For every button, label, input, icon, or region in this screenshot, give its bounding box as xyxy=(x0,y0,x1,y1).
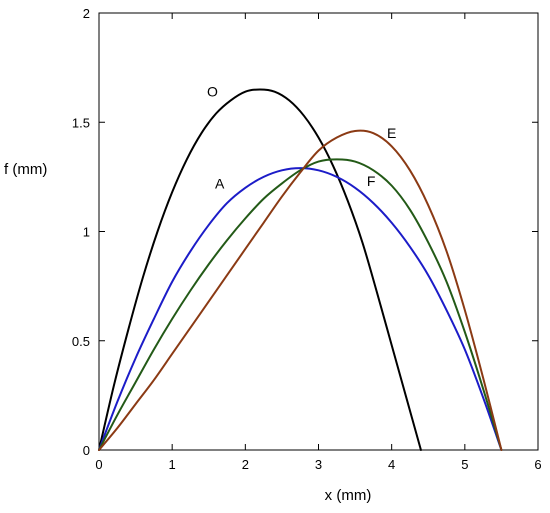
y-axis-title: f (mm) xyxy=(4,161,47,178)
x-tick-label: 0 xyxy=(95,457,102,472)
y-tick-label: 1.5 xyxy=(72,115,90,130)
x-tick-label: 4 xyxy=(388,457,395,472)
series-label-o: O xyxy=(207,84,218,100)
y-tick-label: 0.5 xyxy=(72,334,90,349)
series-line-e xyxy=(98,129,503,451)
y-tick-label: 0 xyxy=(83,443,90,458)
series-label-e: E xyxy=(387,125,396,141)
x-axis-title: x (mm) xyxy=(325,487,372,504)
x-tick-label: 6 xyxy=(534,457,541,472)
x-tick-label: 2 xyxy=(242,457,249,472)
plot-area xyxy=(98,12,539,451)
series-annotations: O A F E xyxy=(207,84,396,192)
plot-frame xyxy=(98,12,539,451)
series-line-f xyxy=(98,158,503,451)
x-axis-ticks xyxy=(98,13,539,450)
y-axis-tick-labels: 0 0.5 1 1.5 2 xyxy=(72,6,90,458)
y-tick-label: 1 xyxy=(83,225,90,240)
series-label-f: F xyxy=(367,173,376,189)
series-line-a xyxy=(98,167,503,451)
series-lines xyxy=(98,88,503,451)
x-tick-label: 3 xyxy=(315,457,322,472)
x-tick-label: 1 xyxy=(169,457,176,472)
x-axis-tick-labels: 0 1 2 3 4 5 6 xyxy=(95,457,541,472)
series-line-o xyxy=(98,88,422,451)
x-tick-label: 5 xyxy=(461,457,468,472)
y-axis-ticks xyxy=(99,12,538,451)
y-tick-label: 2 xyxy=(83,6,90,21)
series-label-a: A xyxy=(215,175,225,191)
